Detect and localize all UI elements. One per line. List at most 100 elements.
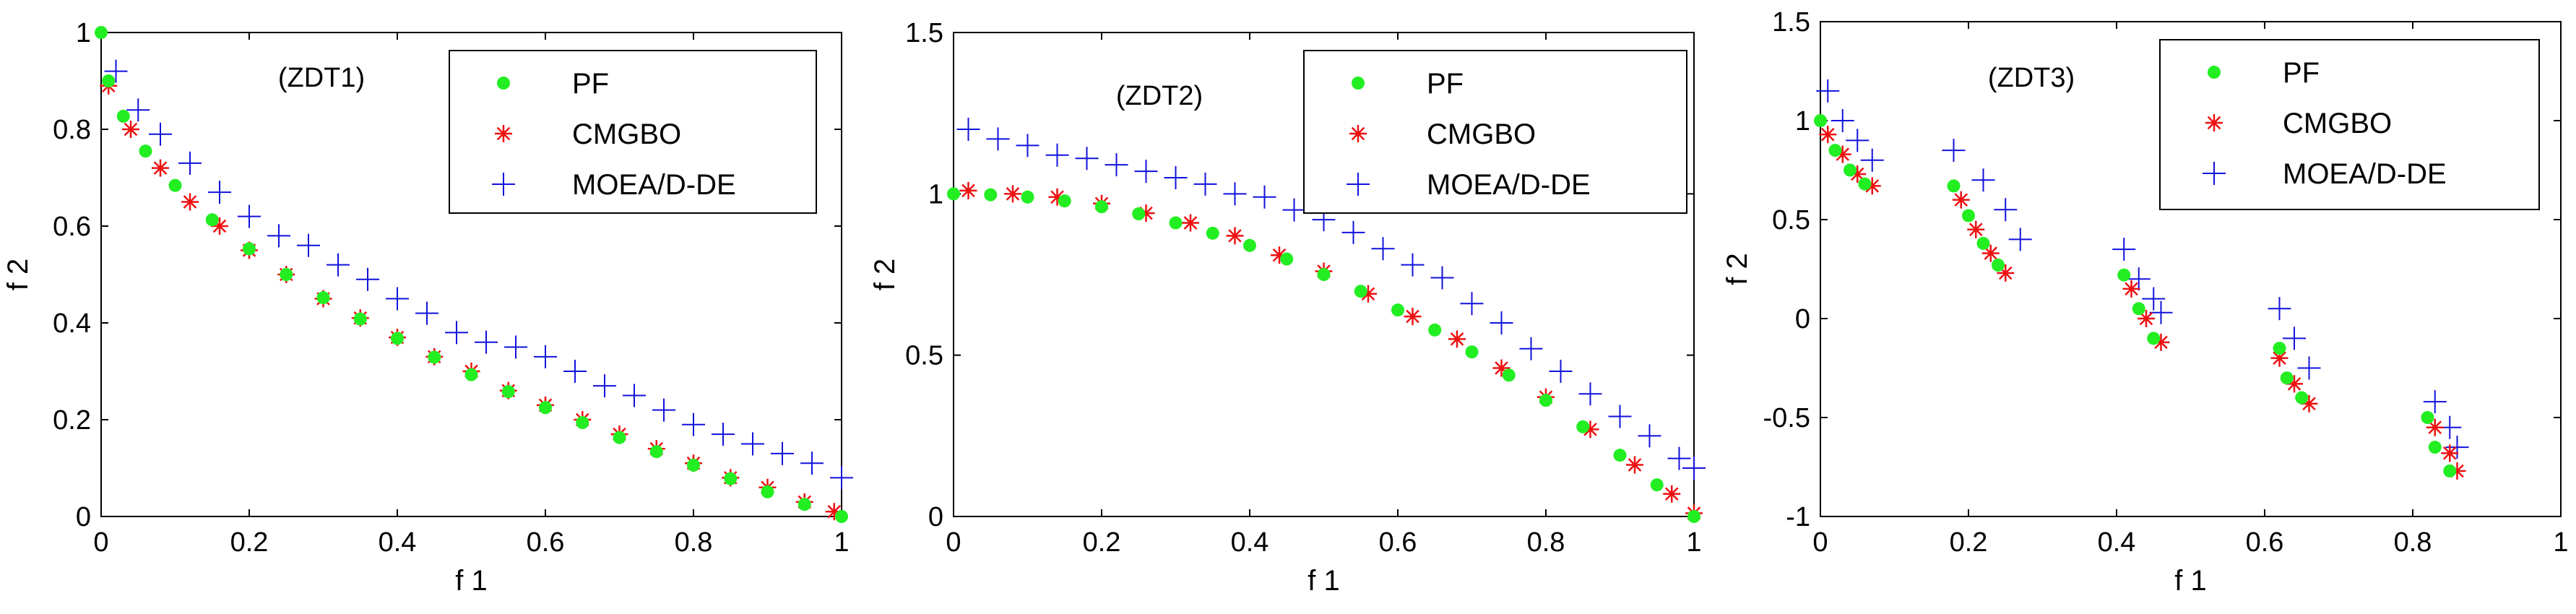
data-point-plus xyxy=(771,441,794,465)
data-point-plus xyxy=(1134,160,1158,183)
data-point-star xyxy=(1048,188,1066,206)
data-point-plus xyxy=(1105,153,1128,177)
data-point-plus xyxy=(327,253,350,277)
data-point-plus xyxy=(1519,337,1543,360)
y-tick-label: 0 xyxy=(76,502,91,532)
legend-marker-plus xyxy=(1347,173,1370,196)
data-point-dot xyxy=(1576,420,1590,433)
y-tick-label: 0.5 xyxy=(1772,205,1810,235)
data-point-plus xyxy=(986,127,1010,151)
data-point-plus xyxy=(475,330,498,354)
y-tick-label: 0.6 xyxy=(53,212,91,242)
data-point-star xyxy=(1819,126,1837,144)
y-tick-label: -1 xyxy=(1786,502,1810,532)
data-point-plus xyxy=(1490,311,1513,334)
data-point-plus xyxy=(956,118,980,141)
legend-label: MOEA/D-DE xyxy=(572,169,736,201)
data-point-star xyxy=(2286,375,2303,393)
data-point-star xyxy=(1581,420,1599,438)
y-tick-label: -0.5 xyxy=(1763,403,1810,433)
x-tick-label: 0.8 xyxy=(1527,527,1565,558)
data-point-dot xyxy=(1613,449,1627,462)
series-dot xyxy=(95,26,848,523)
data-point-dot xyxy=(1650,478,1664,492)
data-point-plus xyxy=(1253,185,1276,209)
legend-marker-star xyxy=(1349,125,1367,142)
data-point-dot xyxy=(1206,226,1219,240)
data-point-plus xyxy=(1430,266,1454,290)
data-point-dot xyxy=(353,312,367,326)
data-point-plus xyxy=(1638,424,1661,448)
chart-annotation: (ZDT1) xyxy=(278,63,365,93)
data-point-dot xyxy=(1502,368,1516,382)
data-point-plus xyxy=(297,233,320,257)
legend-box xyxy=(2159,39,2540,210)
legend: PF CMGBO MOEA/D-DE xyxy=(1303,50,1687,214)
data-point-dot xyxy=(1095,200,1108,214)
x-tick-label: 0.6 xyxy=(2246,527,2284,558)
x-tick-label: 0 xyxy=(93,527,108,558)
data-point-dot xyxy=(1058,194,1071,208)
data-point-star xyxy=(2122,280,2140,298)
data-point-plus xyxy=(1549,360,1573,383)
data-point-dot xyxy=(1391,303,1404,317)
legend-label: PF xyxy=(2283,57,2320,89)
data-point-dot xyxy=(1428,323,1442,337)
data-point-star xyxy=(1226,227,1244,245)
data-point-dot xyxy=(2443,464,2457,477)
data-point-plus xyxy=(741,432,764,456)
x-tick-label: 0.6 xyxy=(527,527,565,558)
data-point-dot xyxy=(139,144,152,158)
legend-label: CMGBO xyxy=(572,118,681,150)
y-axis-label: f 2 xyxy=(869,259,901,290)
x-axis-label: f 1 xyxy=(455,565,487,597)
y-tick-label: 0.2 xyxy=(53,405,91,436)
x-tick-label: 0 xyxy=(946,527,961,558)
data-point-plus xyxy=(356,267,379,291)
data-point-star xyxy=(1981,244,2000,262)
x-tick-label: 0.4 xyxy=(2098,527,2136,558)
chart-panel-2: 0 0.2 0.4 0.6 0.8 1 0 0.5 1 1.5 f 1 f 2 (ZDT2) PF CMGB… xyxy=(869,18,1706,597)
x-tick-label: 0.6 xyxy=(1379,527,1417,558)
data-point-plus xyxy=(1860,148,1884,172)
data-point-dot xyxy=(243,242,256,256)
data-point-dot xyxy=(1687,510,1700,523)
x-tick-label: 0.8 xyxy=(2394,527,2432,558)
data-point-star xyxy=(1849,165,1867,183)
legend-label: CMGBO xyxy=(1427,118,1536,150)
data-point-star xyxy=(1137,204,1155,222)
data-point-plus xyxy=(238,204,261,228)
data-point-dot xyxy=(947,187,960,201)
chart-panel-1: 0 0.2 0.4 0.6 0.8 1 0 0.2 0.4 0.6 0.8 1 f 1 f 2 (ZDT1)… xyxy=(2,18,853,597)
data-point-plus xyxy=(2142,287,2166,311)
chart-annotation: (ZDT2) xyxy=(1116,81,1203,111)
x-axis-label: f 1 xyxy=(2174,565,2206,597)
data-point-dot xyxy=(798,498,811,511)
data-point-plus xyxy=(1371,237,1395,261)
data-point-plus xyxy=(445,321,468,345)
data-point-plus xyxy=(1667,446,1691,470)
data-point-dot xyxy=(1169,216,1183,230)
data-point-star xyxy=(2152,333,2170,351)
series-dot xyxy=(1814,114,2457,477)
data-point-dot xyxy=(1844,163,1857,177)
x-tick-label: 0.8 xyxy=(675,527,713,558)
data-point-plus xyxy=(1193,172,1217,196)
x-tick-label: 0.2 xyxy=(1083,527,1121,558)
y-tick-label: 1.5 xyxy=(1772,7,1810,38)
data-point-star xyxy=(2300,394,2318,412)
data-point-plus xyxy=(1075,147,1099,170)
data-point-plus xyxy=(2268,297,2291,321)
data-point-dot xyxy=(2132,302,2145,316)
data-point-dot xyxy=(1021,190,1034,204)
data-point-dot xyxy=(835,510,848,523)
data-point-star xyxy=(825,503,843,521)
x-tick-label: 0.2 xyxy=(230,527,269,558)
data-point-plus xyxy=(504,335,527,359)
data-point-dot xyxy=(316,291,330,305)
x-tick-label: 0.4 xyxy=(1231,527,1269,558)
data-point-star xyxy=(1182,214,1199,232)
data-point-plus xyxy=(104,59,128,83)
data-point-plus xyxy=(1401,253,1425,277)
